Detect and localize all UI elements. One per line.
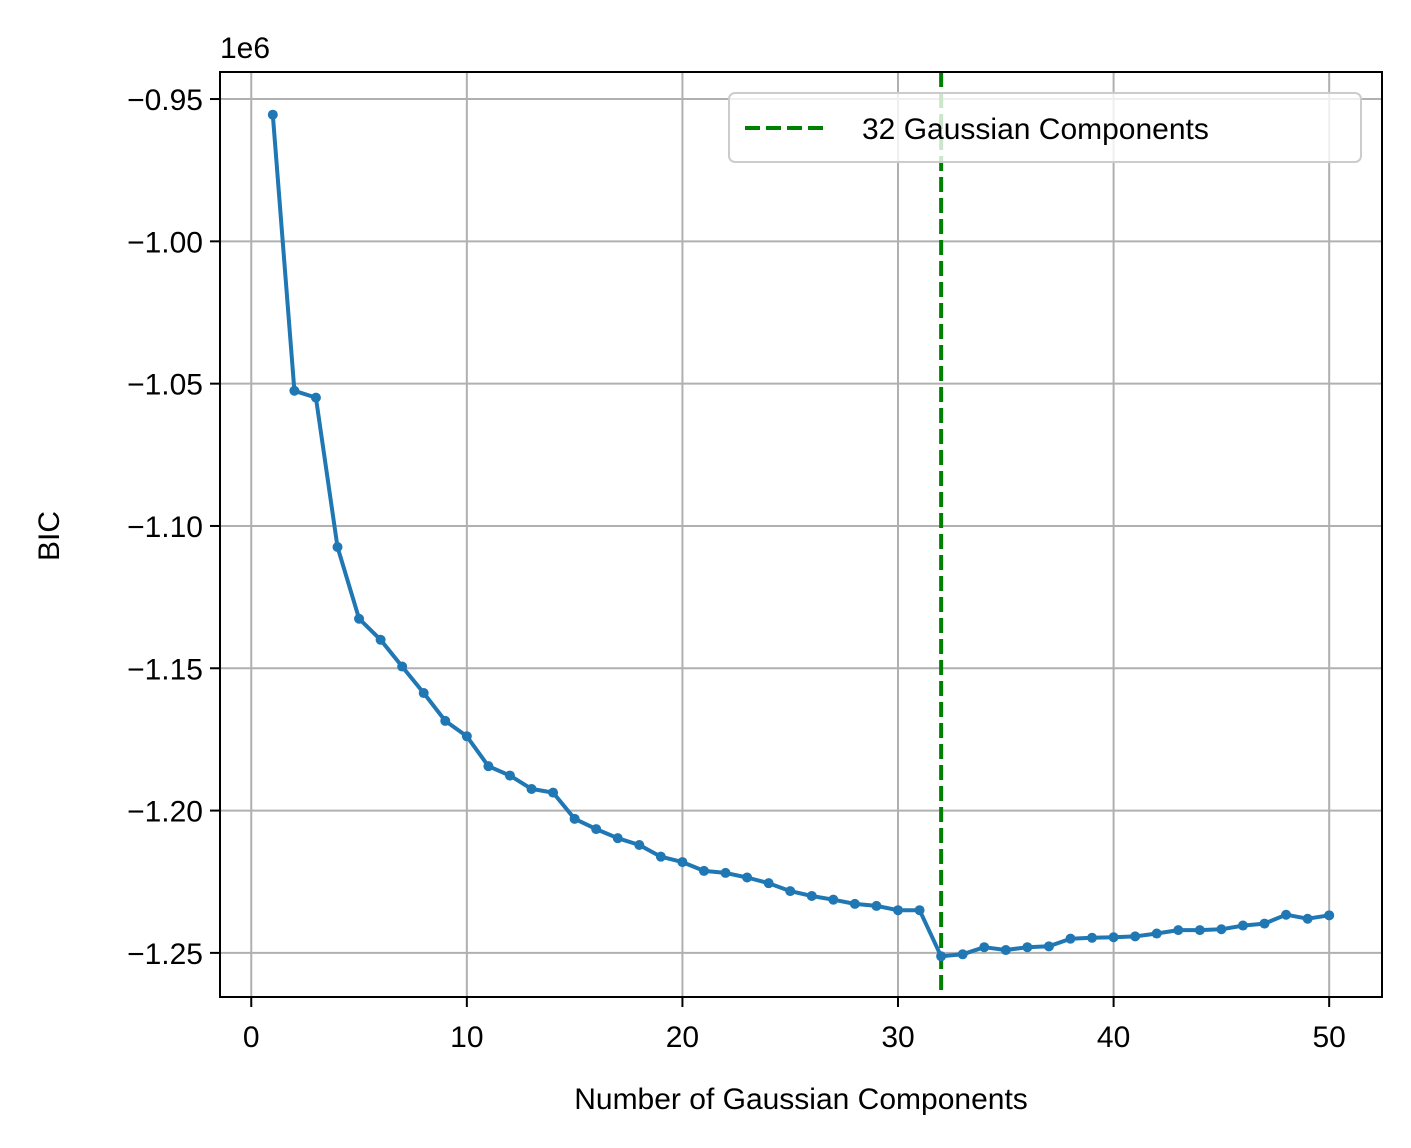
data-point xyxy=(677,857,688,868)
data-point xyxy=(914,905,925,916)
data-point xyxy=(397,661,408,672)
data-point xyxy=(655,851,666,862)
data-point xyxy=(483,761,494,772)
data-point xyxy=(893,905,904,916)
data-point xyxy=(1022,942,1033,953)
x-tick-label: 40 xyxy=(1097,1021,1130,1054)
data-point xyxy=(1065,933,1076,944)
data-point xyxy=(461,731,472,742)
data-point xyxy=(785,886,796,897)
x-tick-label: 0 xyxy=(243,1021,260,1054)
data-point xyxy=(806,890,817,901)
data-point xyxy=(742,872,753,883)
y-tick-label: −1.10 xyxy=(127,511,203,544)
y-tick-label: −1.15 xyxy=(127,653,203,686)
x-tick-label: 50 xyxy=(1312,1021,1345,1054)
data-point xyxy=(957,949,968,960)
y-offset-text: 1e6 xyxy=(220,32,270,65)
data-point xyxy=(310,392,321,403)
x-tick-label: 20 xyxy=(666,1021,699,1054)
data-point xyxy=(936,951,947,962)
data-point xyxy=(1000,945,1011,956)
data-point xyxy=(979,942,990,953)
data-point xyxy=(375,634,386,645)
y-axis-label: BIC xyxy=(33,511,66,561)
data-point xyxy=(267,109,278,120)
y-tick-label: −1.25 xyxy=(127,938,203,971)
grid xyxy=(220,72,1382,997)
plot-frame xyxy=(219,71,1383,998)
data-point xyxy=(612,833,623,844)
legend: 32 Gaussian Components xyxy=(728,92,1362,163)
data-point xyxy=(634,840,645,851)
data-point xyxy=(332,542,343,553)
x-axis-ticks: 0 10 20 30 40 50 xyxy=(243,997,1346,1054)
data-point xyxy=(1194,925,1205,936)
data-point xyxy=(1237,920,1248,931)
legend-entry-label: 32 Gaussian Components xyxy=(862,113,1209,146)
data-point xyxy=(548,787,559,798)
data-point xyxy=(828,894,839,905)
data-point xyxy=(1151,928,1162,939)
data-point xyxy=(591,824,602,835)
x-tick-label: 10 xyxy=(450,1021,483,1054)
data-point xyxy=(698,865,709,876)
data-point xyxy=(1216,924,1227,935)
data-point xyxy=(763,878,774,889)
y-tick-label: −1.20 xyxy=(127,796,203,829)
data-point xyxy=(354,613,365,624)
data-point xyxy=(849,898,860,909)
data-point xyxy=(440,715,451,726)
data-point xyxy=(526,783,537,794)
data-point xyxy=(871,900,882,911)
data-point xyxy=(1324,910,1335,921)
data-point xyxy=(1130,931,1141,942)
data-point xyxy=(289,385,300,396)
y-tick-label: −1.00 xyxy=(127,226,203,259)
data-point xyxy=(1043,941,1054,952)
y-tick-label: −0.95 xyxy=(127,84,203,117)
legend-box xyxy=(728,92,1362,163)
data-point xyxy=(569,813,580,824)
series-group xyxy=(267,109,1335,962)
data-point xyxy=(1087,932,1098,943)
data-point xyxy=(1281,909,1292,920)
data-point xyxy=(720,867,731,878)
x-tick-label: 30 xyxy=(881,1021,914,1054)
data-point xyxy=(418,688,429,699)
data-point xyxy=(504,770,515,781)
y-axis-ticks: −0.95 −1.00 −1.05 −1.10 −1.15 −1.20 −1.25 xyxy=(127,84,220,971)
data-point xyxy=(1259,918,1270,929)
x-axis-label: Number of Gaussian Components xyxy=(574,1083,1028,1116)
data-point xyxy=(1173,925,1184,936)
data-point xyxy=(1302,913,1313,924)
data-point xyxy=(1108,932,1119,943)
y-tick-label: −1.05 xyxy=(127,369,203,402)
